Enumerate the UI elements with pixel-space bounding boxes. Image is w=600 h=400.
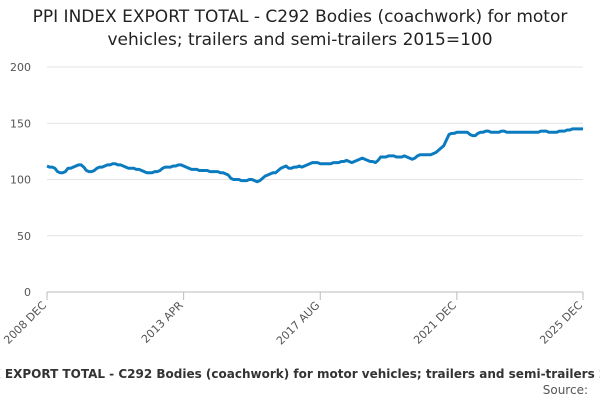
y-tick-label: 0 xyxy=(24,286,31,299)
y-tick-label: 50 xyxy=(17,230,31,243)
footer-title: PPI INDEX EXPORT TOTAL - C292 Bodies (co… xyxy=(0,367,600,381)
x-tick-label: 2025 DEC xyxy=(537,299,585,347)
x-tick-label: 2013 APR xyxy=(139,299,186,346)
y-tick-label: 200 xyxy=(10,61,31,74)
x-tick-label: 2021 DEC xyxy=(411,299,459,347)
x-tick-label: 2017 AUG xyxy=(274,299,323,348)
y-tick-label: 100 xyxy=(10,174,31,187)
x-tick-label: 2008 DEC xyxy=(1,299,49,347)
chart-title: PPI INDEX EXPORT TOTAL - C292 Bodies (co… xyxy=(32,7,568,50)
y-tick-label: 150 xyxy=(10,117,31,130)
source-label: Source: xyxy=(543,383,588,397)
data-line xyxy=(46,127,583,184)
